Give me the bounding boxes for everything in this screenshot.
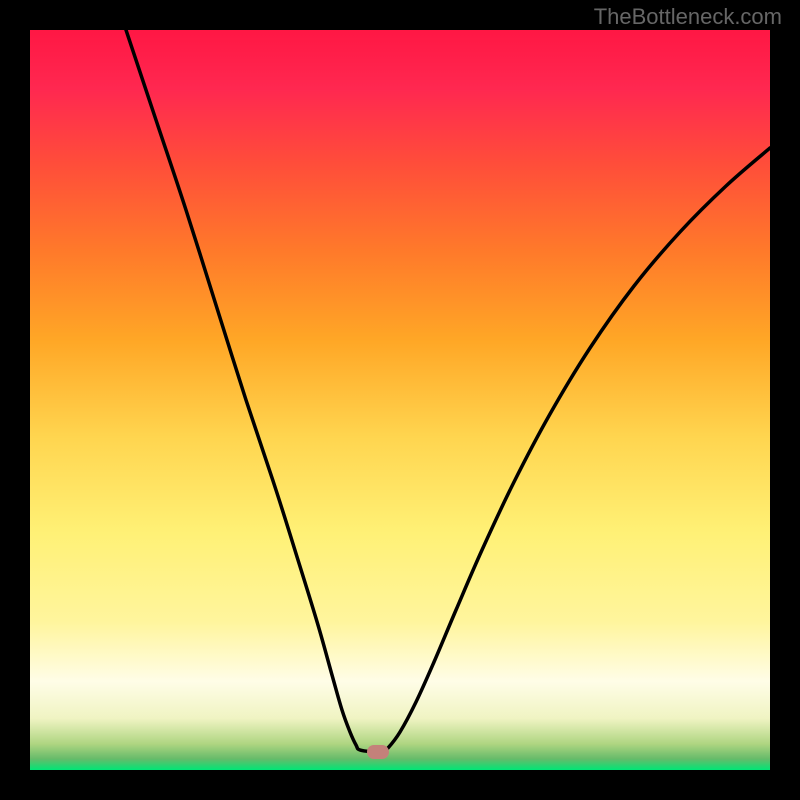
optimal-point-marker <box>367 745 389 759</box>
bottleneck-curve <box>30 30 770 770</box>
plot-area <box>30 30 770 770</box>
watermark-text: TheBottleneck.com <box>594 4 782 30</box>
